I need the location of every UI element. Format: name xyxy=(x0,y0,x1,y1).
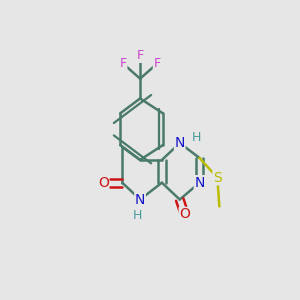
Text: F: F xyxy=(136,50,144,62)
Text: O: O xyxy=(179,207,190,221)
Text: F: F xyxy=(153,57,161,70)
Text: F: F xyxy=(120,57,127,70)
Text: N: N xyxy=(194,176,205,190)
Text: H: H xyxy=(191,130,201,144)
Text: N: N xyxy=(135,193,145,206)
Text: O: O xyxy=(98,176,109,190)
Text: H: H xyxy=(132,209,142,222)
Text: N: N xyxy=(175,136,185,150)
Text: S: S xyxy=(213,171,222,185)
